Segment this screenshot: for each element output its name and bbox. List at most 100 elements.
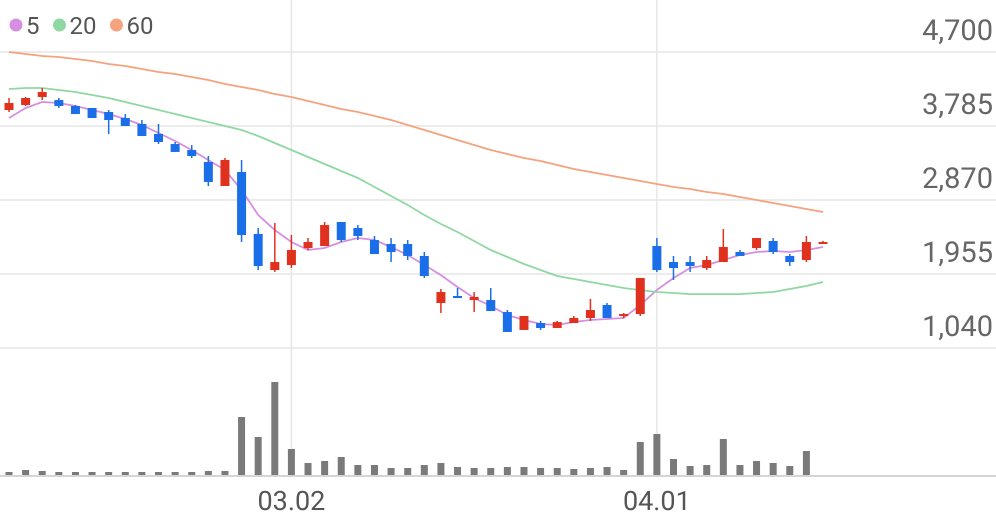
candle-body <box>4 103 14 110</box>
candle-body <box>436 292 446 304</box>
candle-body <box>602 304 612 318</box>
volume-bar <box>71 472 79 475</box>
legend-label: 5 <box>26 12 40 40</box>
volume-bar <box>287 449 295 475</box>
candle-body <box>104 112 114 121</box>
volume-bar <box>620 470 628 475</box>
candle-body <box>353 227 363 236</box>
candle-body <box>469 296 479 301</box>
candle-body <box>303 241 313 249</box>
volume-bar <box>653 434 661 475</box>
volume-bar <box>5 472 13 475</box>
candle-body <box>237 172 247 236</box>
candle-body <box>203 161 213 182</box>
candle-body <box>70 106 80 115</box>
volume-bar <box>204 471 212 475</box>
volume-bar <box>254 437 262 475</box>
volume-bar <box>321 461 329 475</box>
x-tick-label: 04.01 <box>623 485 691 517</box>
candle-body <box>685 262 695 266</box>
volume-bar <box>686 466 694 475</box>
candle-body <box>718 246 728 263</box>
volume-bar <box>370 465 378 475</box>
candle-body <box>668 262 678 269</box>
candle-body <box>253 233 263 266</box>
legend-dot <box>9 18 23 32</box>
volume-bar <box>188 472 196 475</box>
candle-body <box>137 123 147 137</box>
candle-body <box>635 277 645 315</box>
candle-body <box>502 312 512 332</box>
candle-body <box>536 323 546 329</box>
volume-bar <box>88 472 96 475</box>
candle-body <box>752 238 762 249</box>
legend-dot <box>53 18 66 32</box>
volume-bar <box>337 457 345 475</box>
candle-body <box>818 241 828 244</box>
ma-line <box>8 101 824 326</box>
legend-label: 60 <box>126 12 153 40</box>
volume-bar <box>669 459 677 475</box>
x-tick-label: 03.02 <box>257 485 325 517</box>
volume-bar <box>387 468 395 475</box>
candle-body <box>486 300 496 312</box>
volume-bar <box>570 469 578 475</box>
candle-body <box>519 315 529 330</box>
candle-body <box>801 241 811 261</box>
candle-body <box>735 252 745 256</box>
candle-body <box>120 117 130 127</box>
volume-bar <box>55 472 63 475</box>
candle-body <box>170 144 180 152</box>
volume-bar <box>470 468 478 475</box>
candle-body <box>569 317 579 324</box>
candle-body <box>87 107 97 118</box>
candle-body <box>320 224 330 247</box>
y-tick-label: 1,040 <box>922 310 993 344</box>
candle-body <box>453 295 463 299</box>
volume-bar <box>404 468 412 475</box>
volume-bar <box>304 463 312 475</box>
candle-body <box>37 92 47 97</box>
candle-body <box>54 100 64 107</box>
volume-bar <box>121 472 129 475</box>
legend-dot <box>109 18 123 32</box>
candle-body <box>619 314 629 316</box>
volume-bar <box>769 463 777 475</box>
volume-bar <box>22 470 30 475</box>
volume-bar <box>354 465 362 475</box>
candle-body <box>785 255 795 263</box>
y-tick-label: 4,700 <box>922 14 993 48</box>
volume-bar <box>105 472 113 475</box>
volume-bar <box>238 417 246 475</box>
volume-bar <box>271 382 279 475</box>
volume-bar <box>786 466 794 475</box>
volume-bar <box>420 465 428 475</box>
candle-body <box>220 159 230 187</box>
candle-body <box>369 240 379 255</box>
y-tick-label: 2,870 <box>922 162 993 196</box>
candle-body <box>403 243 413 256</box>
volume-bar <box>221 471 229 475</box>
candle-body <box>154 134 164 143</box>
volume-bar <box>503 467 511 475</box>
candle-body <box>286 249 296 266</box>
candle-body <box>336 221 346 241</box>
volume-bar <box>703 465 711 475</box>
y-tick-label: 3,785 <box>922 88 993 122</box>
ma-line <box>8 87 824 295</box>
candle-body <box>585 309 595 318</box>
candle-body <box>652 246 662 271</box>
volume-bar <box>155 472 163 475</box>
volume-bar <box>603 467 611 475</box>
volume-bar <box>437 463 445 475</box>
volume-bar <box>802 451 810 475</box>
candle-body <box>768 241 778 253</box>
volume-bar <box>719 439 727 475</box>
volume-bar <box>171 472 179 475</box>
y-tick-label: 1,955 <box>922 236 993 270</box>
volume-bar <box>487 468 495 475</box>
candle-body <box>21 98 31 105</box>
volume-bar <box>138 472 146 475</box>
legend-label: 20 <box>70 12 97 40</box>
